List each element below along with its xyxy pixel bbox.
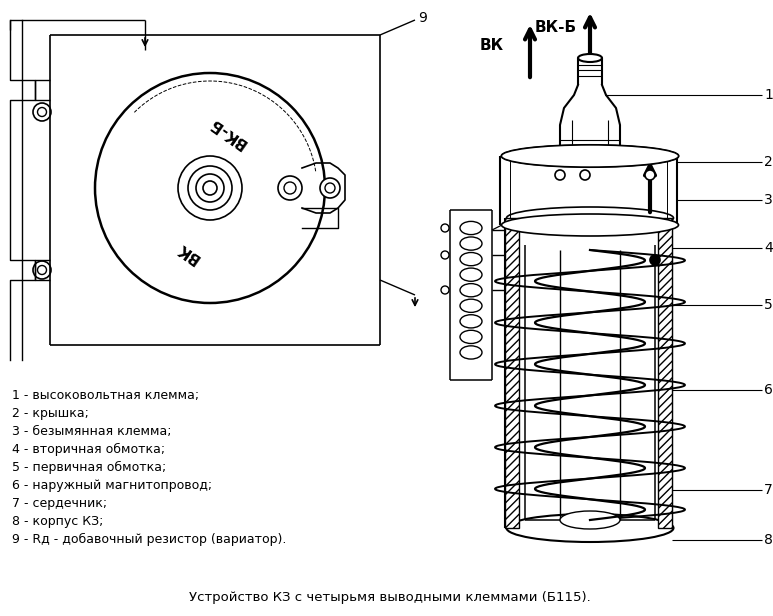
Text: 9 - Rд - добавочный резистор (вариатор).: 9 - Rд - добавочный резистор (вариатор).: [12, 532, 286, 546]
Text: Устройство КЗ с четырьмя выводными клеммами (Б115).: Устройство КЗ с четырьмя выводными клемм…: [189, 591, 591, 604]
Text: ВК: ВК: [174, 240, 203, 266]
Circle shape: [580, 170, 590, 180]
Text: 8 - корпус КЗ;: 8 - корпус КЗ;: [12, 514, 104, 527]
Circle shape: [188, 166, 232, 210]
Text: 7 - сердечник;: 7 - сердечник;: [12, 496, 107, 509]
Text: 2 - крышка;: 2 - крышка;: [12, 407, 89, 419]
Circle shape: [645, 170, 655, 180]
Circle shape: [203, 181, 217, 195]
Circle shape: [555, 170, 565, 180]
Text: 9: 9: [418, 11, 427, 25]
Circle shape: [284, 182, 296, 194]
Text: 5: 5: [764, 298, 773, 312]
Ellipse shape: [510, 148, 669, 164]
Text: 5 - первичная обмотка;: 5 - первичная обмотка;: [12, 461, 166, 474]
Text: 4: 4: [764, 241, 773, 255]
Ellipse shape: [460, 299, 482, 312]
Circle shape: [325, 183, 335, 193]
Text: 2: 2: [764, 155, 773, 169]
Circle shape: [441, 286, 449, 294]
Circle shape: [650, 255, 660, 265]
Ellipse shape: [460, 330, 482, 344]
Circle shape: [196, 174, 224, 202]
Circle shape: [38, 108, 46, 116]
Ellipse shape: [460, 268, 482, 282]
Ellipse shape: [460, 283, 482, 297]
Ellipse shape: [460, 315, 482, 328]
Ellipse shape: [506, 514, 673, 542]
Bar: [658, 218, 672, 528]
Ellipse shape: [502, 145, 679, 167]
Circle shape: [441, 251, 449, 259]
Bar: [505, 218, 519, 528]
Circle shape: [95, 73, 325, 303]
Text: 3 - безымянная клемма;: 3 - безымянная клемма;: [12, 424, 172, 437]
Text: 1 - высоковольтная клемма;: 1 - высоковольтная клемма;: [12, 389, 199, 402]
Ellipse shape: [460, 237, 482, 250]
Circle shape: [278, 176, 302, 200]
Ellipse shape: [578, 54, 602, 62]
Circle shape: [178, 156, 242, 220]
Text: ВК: ВК: [480, 38, 504, 52]
Text: 3: 3: [764, 193, 773, 207]
Ellipse shape: [460, 346, 482, 359]
Text: 8: 8: [764, 533, 773, 547]
Ellipse shape: [460, 221, 482, 235]
Circle shape: [38, 265, 46, 275]
Ellipse shape: [560, 511, 620, 529]
Text: 6 - наружный магнитопровод;: 6 - наружный магнитопровод;: [12, 479, 212, 492]
Text: 7: 7: [764, 483, 773, 497]
Ellipse shape: [502, 214, 679, 236]
Ellipse shape: [506, 207, 673, 229]
Circle shape: [33, 261, 51, 279]
Ellipse shape: [502, 145, 679, 167]
Text: ВК-Б: ВК-Б: [535, 20, 577, 36]
Ellipse shape: [460, 253, 482, 265]
Text: 6: 6: [764, 383, 773, 397]
Text: 1: 1: [764, 88, 773, 102]
Text: 4 - вторичная обмотка;: 4 - вторичная обмотка;: [12, 442, 165, 456]
Circle shape: [320, 178, 340, 198]
Text: ВК-Б: ВК-Б: [206, 115, 250, 151]
Circle shape: [441, 224, 449, 232]
Circle shape: [33, 103, 51, 121]
